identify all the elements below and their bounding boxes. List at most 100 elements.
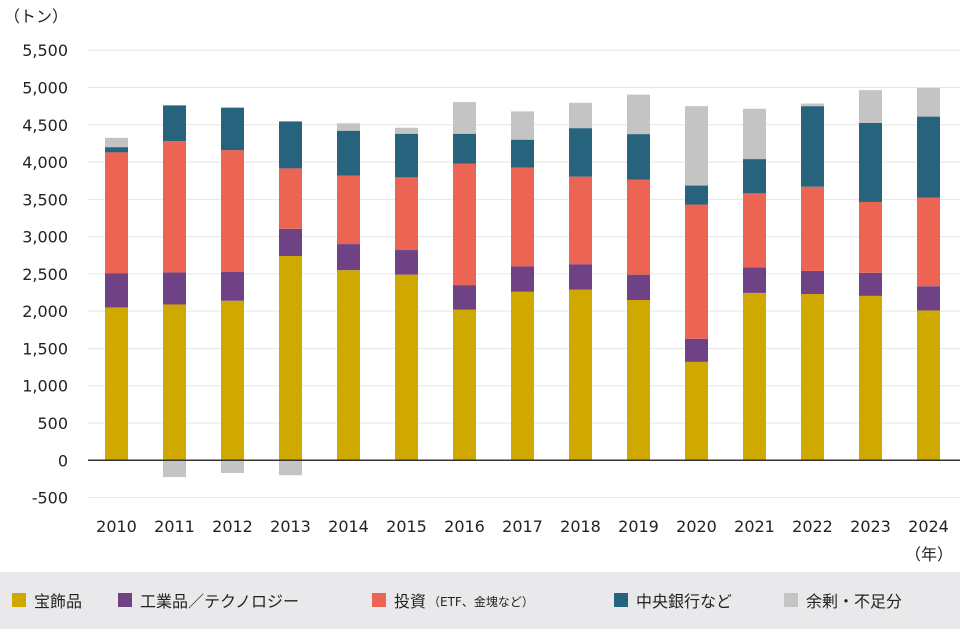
bar-segment bbox=[279, 460, 302, 476]
bar-segment bbox=[337, 123, 360, 131]
bar-segment bbox=[685, 361, 708, 461]
x-tick-label: 2021 bbox=[734, 517, 775, 536]
bar-segment bbox=[801, 106, 824, 187]
x-axis-unit-label: （年） bbox=[905, 545, 953, 564]
bar-segment bbox=[105, 137, 128, 148]
bar-segment bbox=[569, 128, 592, 177]
x-tick-label: 2020 bbox=[676, 517, 717, 536]
y-axis-ticks: -500 0 500 1,000 1,500 2,000 2,500 3,000 3,500 4,… bbox=[22, 41, 68, 507]
bar-segment bbox=[511, 291, 534, 461]
bar-segment bbox=[859, 90, 882, 123]
bar-segment bbox=[453, 309, 476, 461]
y-tick-label: 3,000 bbox=[22, 228, 68, 247]
bar-segment bbox=[685, 106, 708, 186]
bar-segment bbox=[511, 111, 534, 140]
bar-segment bbox=[221, 150, 244, 272]
bar-segment bbox=[859, 295, 882, 461]
bar-segment bbox=[279, 256, 302, 461]
bar-segment bbox=[685, 338, 708, 362]
bar-segment bbox=[627, 179, 650, 275]
legend-swatch bbox=[118, 593, 132, 607]
bar-segment bbox=[105, 152, 128, 274]
legend-item: 投資 （ETF、金塊など） bbox=[372, 592, 534, 611]
bar-segment bbox=[569, 102, 592, 129]
legend-label: 宝飾品 bbox=[34, 592, 82, 611]
y-tick-label: 3,500 bbox=[22, 190, 68, 209]
y-tick-label: 2,000 bbox=[22, 302, 68, 321]
bar-segment bbox=[221, 271, 244, 301]
legend-item: 工業品／テクノロジー bbox=[118, 592, 299, 611]
bar-segment bbox=[859, 201, 882, 273]
bar-segment bbox=[627, 299, 650, 461]
y-tick-label: 1,000 bbox=[22, 377, 68, 396]
bar-segment bbox=[917, 310, 940, 461]
bar-segment bbox=[163, 105, 186, 142]
bar-segment bbox=[917, 286, 940, 311]
x-tick-label: 2012 bbox=[212, 517, 253, 536]
bar-segment bbox=[453, 102, 476, 134]
y-tick-label: 2,500 bbox=[22, 265, 68, 284]
bar-segment bbox=[105, 273, 128, 308]
bar-segment bbox=[917, 197, 940, 287]
bar-segment bbox=[395, 127, 418, 134]
x-tick-label: 2018 bbox=[560, 517, 601, 536]
bar-segment bbox=[395, 133, 418, 178]
bar-segment bbox=[337, 244, 360, 271]
bar-segment bbox=[801, 270, 824, 295]
bar-segment bbox=[163, 141, 186, 273]
x-tick-label: 2023 bbox=[850, 517, 891, 536]
y-tick-label: 500 bbox=[37, 414, 68, 433]
bar-segment bbox=[395, 177, 418, 251]
legend: 宝飾品 工業品／テクノロジー 投資 （ETF、金塊など） 中央銀行など 余剰・不足分 bbox=[12, 592, 902, 611]
bar-segment bbox=[627, 134, 650, 180]
y-tick-label: 5,000 bbox=[22, 79, 68, 98]
bar-segment bbox=[221, 300, 244, 461]
legend-label: 工業品／テクノロジー bbox=[140, 592, 299, 611]
legend-background bbox=[0, 572, 960, 629]
x-tick-label: 2015 bbox=[386, 517, 427, 536]
bar-segment bbox=[627, 274, 650, 300]
bar-segment bbox=[221, 107, 244, 151]
y-tick-label: 5,500 bbox=[22, 41, 68, 60]
bar-segment bbox=[685, 204, 708, 339]
legend-label: 中央銀行など bbox=[636, 592, 732, 611]
bar-segment bbox=[279, 121, 302, 169]
bar-segment bbox=[511, 167, 534, 267]
bar-segment bbox=[395, 274, 418, 461]
bars bbox=[105, 87, 940, 478]
bar-segment bbox=[511, 266, 534, 292]
y-tick-label: 4,000 bbox=[22, 153, 68, 172]
bar-segment bbox=[337, 130, 360, 176]
y-tick-label: 1,500 bbox=[22, 339, 68, 358]
bar-segment bbox=[337, 270, 360, 461]
legend-item: 宝飾品 bbox=[12, 592, 82, 611]
x-tick-label: 2022 bbox=[792, 517, 833, 536]
bar-segment bbox=[569, 264, 592, 290]
bar-segment bbox=[917, 87, 940, 117]
x-tick-label: 2024 bbox=[908, 517, 949, 536]
x-tick-label: 2017 bbox=[502, 517, 543, 536]
bar-segment bbox=[917, 116, 940, 198]
legend-swatch bbox=[12, 593, 26, 607]
bar-segment bbox=[627, 94, 650, 135]
x-tick-label: 2016 bbox=[444, 517, 485, 536]
legend-swatch bbox=[372, 593, 386, 607]
bar-segment bbox=[163, 272, 186, 305]
y-tick-label: -500 bbox=[32, 489, 68, 508]
legend-item: 余剰・不足分 bbox=[784, 592, 902, 611]
bar-segment bbox=[743, 108, 766, 160]
bar-segment bbox=[569, 176, 592, 265]
x-axis-ticks: 2010 2011 2012 2013 2014 2015 2016 2017 2018 2019… bbox=[96, 517, 949, 536]
bar-segment bbox=[105, 147, 128, 153]
x-tick-label: 2010 bbox=[96, 517, 137, 536]
bar-segment bbox=[743, 292, 766, 461]
x-tick-label: 2011 bbox=[154, 517, 195, 536]
legend-label: 投資 bbox=[394, 592, 426, 611]
legend-label-note: （ETF、金塊など） bbox=[428, 594, 534, 609]
bar-segment bbox=[801, 103, 824, 107]
bar-segment bbox=[743, 267, 766, 293]
y-tick-label: 4,500 bbox=[22, 116, 68, 135]
legend-label: 余剰・不足分 bbox=[806, 592, 902, 611]
x-tick-label: 2019 bbox=[618, 517, 659, 536]
bar-segment bbox=[279, 228, 302, 257]
